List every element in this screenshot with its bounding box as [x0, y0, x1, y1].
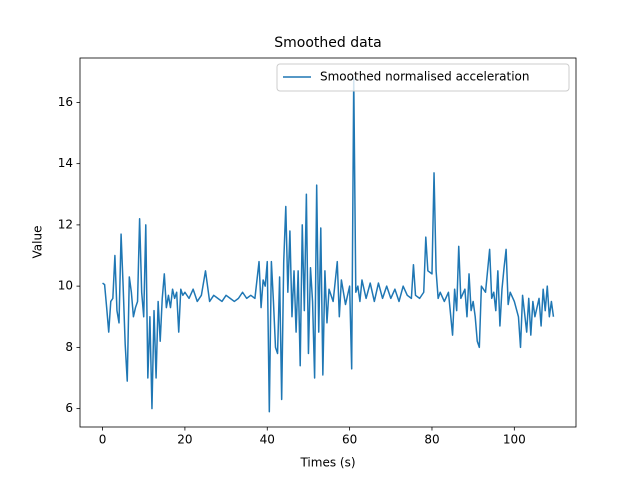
x-tick-label: 40: [260, 433, 275, 447]
y-tick-label: 10: [58, 279, 73, 293]
x-tick-label: 100: [503, 433, 526, 447]
plot-frame: [79, 57, 577, 428]
x-tick-label: 80: [424, 433, 439, 447]
y-tick-label: 6: [65, 401, 73, 415]
y-tick-label: 12: [58, 217, 73, 231]
y-tick-label: 8: [65, 340, 73, 354]
legend-box: [276, 63, 570, 92]
chart-title: Smoothed data: [274, 35, 382, 51]
y-axis-label: Value: [31, 226, 45, 259]
y-tick-label: 16: [58, 95, 73, 109]
x-tick-label: 20: [177, 433, 192, 447]
x-axis-label: Times (s): [299, 456, 355, 470]
y-tick-label: 14: [58, 156, 73, 170]
legend-label: Smoothed normalised acceleration: [320, 70, 529, 84]
data-line: [102, 77, 555, 413]
x-tick-label: 0: [99, 433, 107, 447]
x-tick-label: 60: [342, 433, 357, 447]
